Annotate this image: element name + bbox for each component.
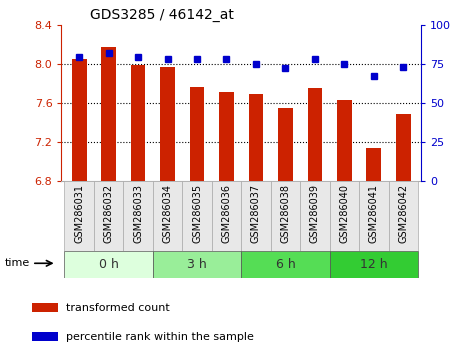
Bar [64, 181, 94, 251]
Text: 3 h: 3 h [187, 258, 207, 271]
Text: GSM286036: GSM286036 [221, 184, 231, 243]
Bar [190, 87, 204, 181]
Text: GSM286040: GSM286040 [339, 184, 350, 243]
Bar [249, 94, 263, 181]
Text: GSM286032: GSM286032 [104, 184, 114, 243]
Text: GSM286031: GSM286031 [74, 184, 84, 243]
Bar [330, 251, 418, 278]
Text: time: time [5, 258, 30, 268]
Text: transformed count: transformed count [66, 303, 170, 313]
Bar [367, 148, 381, 181]
Bar [271, 181, 300, 251]
Bar [123, 181, 153, 251]
Bar [359, 181, 388, 251]
Bar [388, 181, 418, 251]
Bar [300, 181, 330, 251]
Bar [307, 88, 322, 181]
Bar [32, 332, 58, 341]
Bar [64, 251, 153, 278]
Bar [153, 251, 241, 278]
Bar [72, 59, 87, 181]
Bar [94, 181, 123, 251]
Text: 6 h: 6 h [276, 258, 295, 271]
Bar [278, 108, 293, 181]
Text: 12 h: 12 h [360, 258, 388, 271]
Bar [101, 47, 116, 181]
Bar [131, 65, 146, 181]
Text: GSM286033: GSM286033 [133, 184, 143, 243]
Bar [32, 303, 58, 312]
Bar [182, 181, 212, 251]
Bar [330, 181, 359, 251]
Bar [241, 181, 271, 251]
Bar [160, 67, 175, 181]
Text: GSM286034: GSM286034 [163, 184, 173, 243]
Bar [153, 181, 182, 251]
Text: GSM286035: GSM286035 [192, 184, 202, 243]
Text: GDS3285 / 46142_at: GDS3285 / 46142_at [90, 8, 234, 22]
Text: percentile rank within the sample: percentile rank within the sample [66, 332, 254, 342]
Bar [212, 181, 241, 251]
Text: GSM286037: GSM286037 [251, 184, 261, 243]
Text: GSM286038: GSM286038 [280, 184, 290, 243]
Bar [337, 100, 352, 181]
Bar [241, 251, 330, 278]
Text: GSM286041: GSM286041 [369, 184, 379, 243]
Bar [396, 114, 411, 181]
Bar [219, 92, 234, 181]
Text: 0 h: 0 h [99, 258, 119, 271]
Text: GSM286042: GSM286042 [398, 184, 408, 243]
Text: GSM286039: GSM286039 [310, 184, 320, 243]
